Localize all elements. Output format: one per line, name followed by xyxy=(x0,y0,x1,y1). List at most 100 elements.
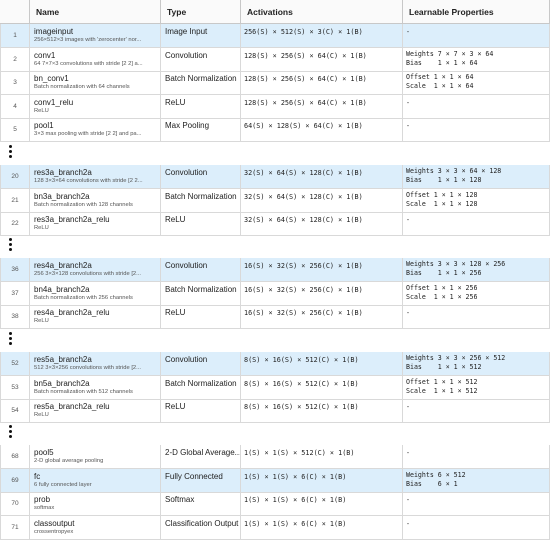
layer-name: conv1_relu xyxy=(34,97,74,107)
learnable-line: - xyxy=(406,403,410,411)
layer-index: 53 xyxy=(0,375,30,400)
layer-row[interactable]: 70 prob softmax Softmax 1(S) × 1(S) × 6(C) ×… xyxy=(0,492,550,516)
layer-name-cell: conv1_relu ReLU xyxy=(30,94,161,119)
layer-row[interactable]: 4 conv1_relu ReLU ReLU 128(S) × 256(S) × 64(… xyxy=(0,94,550,119)
layer-name-cell: fc 6 fully connected layer xyxy=(30,468,161,493)
layer-learnables: Offset 1 × 1 × 128 Scale 1 × 1 × 128 xyxy=(403,188,550,213)
layer-activations: 8(S) × 16(S) × 512(C) × 1(B) xyxy=(241,399,403,423)
layer-activations: 32(S) × 64(S) × 128(C) × 1(B) xyxy=(241,188,403,213)
ellipsis-dot xyxy=(9,248,12,251)
layer-row[interactable]: 54 res5a_branch2a_relu ReLU ReLU 8(S) × 16(S… xyxy=(0,399,550,423)
layer-index: 22 xyxy=(0,212,30,236)
header-learnable-properties[interactable]: Learnable Properties xyxy=(403,0,550,24)
layer-description: 2-D global average pooling xyxy=(34,458,104,464)
layer-learnables: - xyxy=(403,399,550,423)
layer-activations: 16(S) × 32(S) × 256(C) × 1(B) xyxy=(241,281,403,306)
layer-type: Batch Normalization xyxy=(161,71,241,95)
layer-name-cell: pool1 3×3 max pooling with stride [2 2] a… xyxy=(30,118,161,142)
header-activations[interactable]: Activations xyxy=(241,0,403,24)
ellipsis-dot xyxy=(9,155,12,158)
layer-row[interactable]: 69 fc 6 fully connected layer Fully Connect… xyxy=(0,468,550,493)
layer-description: 6 fully connected layer xyxy=(34,481,92,488)
layer-row[interactable]: 22 res3a_branch2a_relu ReLU ReLU 32(S) × 64(… xyxy=(0,212,550,236)
layer-description: Batch normalization with 256 channels xyxy=(34,294,133,301)
layer-name: res5a_branch2a_relu xyxy=(34,402,110,411)
layer-row[interactable]: 21 bn3a_branch2a Batch normalization with … xyxy=(0,188,550,213)
layer-row[interactable]: 71 classoutput crossentropyex Classificatio… xyxy=(0,515,550,540)
layer-index: 5 xyxy=(0,118,30,142)
layer-learnables: Offset 1 × 1 × 64 Scale 1 × 1 × 64 xyxy=(403,71,550,95)
layer-row[interactable]: 20 res3a_branch2a 128 3×3×64 convolutions … xyxy=(0,165,550,189)
ellipsis-dot xyxy=(9,145,12,148)
layer-name: bn3a_branch2a xyxy=(34,191,90,201)
learnable-line: Bias 1 × 1 × 256 xyxy=(406,269,482,277)
layer-row[interactable]: 52 res5a_branch2a 512 3×3×256 convolutions… xyxy=(0,352,550,376)
layer-type: Convolution xyxy=(161,165,241,189)
layer-description: 256 3×3×128 convolutions with stride [2.… xyxy=(34,271,141,277)
ellipsis-dot xyxy=(9,425,12,428)
layer-row[interactable]: 36 res4a_branch2a 256 3×3×128 convolutions… xyxy=(0,258,550,282)
layer-row[interactable]: 68 pool5 2-D global average pooling 2-D Glo… xyxy=(0,445,550,469)
layer-index: 21 xyxy=(0,188,30,213)
layer-index: 54 xyxy=(0,399,30,423)
layer-name-cell: res3a_branch2a_relu ReLU xyxy=(30,212,161,236)
layer-activations: 128(S) × 256(S) × 64(C) × 1(B) xyxy=(241,94,403,119)
layer-index: 4 xyxy=(0,94,30,119)
layer-row[interactable]: 5 pool1 3×3 max pooling with stride [2 2] … xyxy=(0,118,550,142)
layer-type: ReLU xyxy=(161,212,241,236)
learnable-line: Bias 1 × 1 × 512 xyxy=(406,363,482,371)
layer-activations: 1(S) × 1(S) × 6(C) × 1(B) xyxy=(241,492,403,516)
ellipsis-dot xyxy=(9,430,12,433)
layer-description: Batch normalization with 64 channels xyxy=(34,84,130,90)
layer-description: Batch normalization with 512 channels xyxy=(34,388,133,395)
layer-name-cell: res5a_branch2a 512 3×3×256 convolutions w… xyxy=(30,352,161,376)
header-index[interactable] xyxy=(0,0,30,24)
layer-name-cell: res5a_branch2a_relu ReLU xyxy=(30,399,161,423)
ellipsis-vertical-icon xyxy=(9,238,15,253)
learnable-line: Weights 6 × 512 xyxy=(406,470,466,479)
layer-name: fc xyxy=(34,471,41,481)
learnable-line: - xyxy=(406,122,410,130)
ellipsis-vertical-icon xyxy=(9,145,15,160)
layer-description: 3×3 max pooling with stride [2 2] and pa… xyxy=(34,131,142,137)
learnable-line: - xyxy=(406,28,410,36)
layer-index: 68 xyxy=(0,445,30,469)
layer-name: bn_conv1 xyxy=(34,74,69,83)
layer-name: prob xyxy=(34,495,51,504)
layer-activations: 32(S) × 64(S) × 128(C) × 1(B) xyxy=(241,165,403,189)
layer-row[interactable]: 38 res4a_branch2a_relu ReLU ReLU 16(S) × 32(… xyxy=(0,305,550,329)
layer-name: res3a_branch2a_relu xyxy=(34,215,110,224)
learnable-line: Weights 3 × 3 × 128 × 256 xyxy=(406,260,506,268)
layer-index: 2 xyxy=(0,47,30,72)
layer-activations: 128(S) × 256(S) × 64(C) × 1(B) xyxy=(241,71,403,95)
layer-row[interactable]: 2 conv1 64 7×7×3 convolutions with stride … xyxy=(0,47,550,72)
layer-type: Softmax xyxy=(161,492,241,516)
layer-index: 70 xyxy=(0,492,30,516)
learnable-line: - xyxy=(406,449,410,457)
layer-index: 37 xyxy=(0,281,30,306)
layer-name-cell: bn_conv1 Batch normalization with 64 chan… xyxy=(30,71,161,95)
layer-row[interactable]: 1 imageinput 256×512×3 images with 'zeroce… xyxy=(0,24,550,48)
layer-name-cell: res3a_branch2a 128 3×3×64 convolutions wi… xyxy=(30,165,161,189)
header-type[interactable]: Type xyxy=(161,0,241,24)
layer-learnables: Weights 3 × 3 × 128 × 256 Bias 1 × 1 × 25… xyxy=(403,258,550,282)
layer-description: 256×512×3 images with 'zerocenter' nor..… xyxy=(34,37,142,43)
layer-learnables: Offset 1 × 1 × 512 Scale 1 × 1 × 512 xyxy=(403,375,550,400)
layer-row[interactable]: 53 bn5a_branch2a Batch normalization with … xyxy=(0,375,550,400)
ellipsis-dot xyxy=(9,342,12,345)
learnable-line: Weights 7 × 7 × 3 × 64 xyxy=(406,49,494,58)
layer-type: ReLU xyxy=(161,399,241,423)
learnable-line: Weights 3 × 3 × 256 × 512 xyxy=(406,354,506,362)
layer-row[interactable]: 3 bn_conv1 Batch normalization with 64 cha… xyxy=(0,71,550,95)
layer-activations: 1(S) × 1(S) × 6(C) × 1(B) xyxy=(241,468,403,493)
layer-activations: 16(S) × 32(S) × 256(C) × 1(B) xyxy=(241,305,403,329)
layer-row[interactable]: 37 bn4a_branch2a Batch normalization with … xyxy=(0,281,550,306)
layer-type: Convolution xyxy=(161,258,241,282)
layer-name: res3a_branch2a xyxy=(34,168,92,177)
learnable-line: Offset 1 × 1 × 128 xyxy=(406,190,478,199)
layer-description: crossentropyex xyxy=(34,528,74,535)
layer-name-cell: imageinput 256×512×3 images with 'zerocen… xyxy=(30,24,161,48)
layer-description: Batch normalization with 128 channels xyxy=(34,201,133,208)
learnable-line: - xyxy=(406,519,410,528)
header-name[interactable]: Name xyxy=(30,0,161,24)
